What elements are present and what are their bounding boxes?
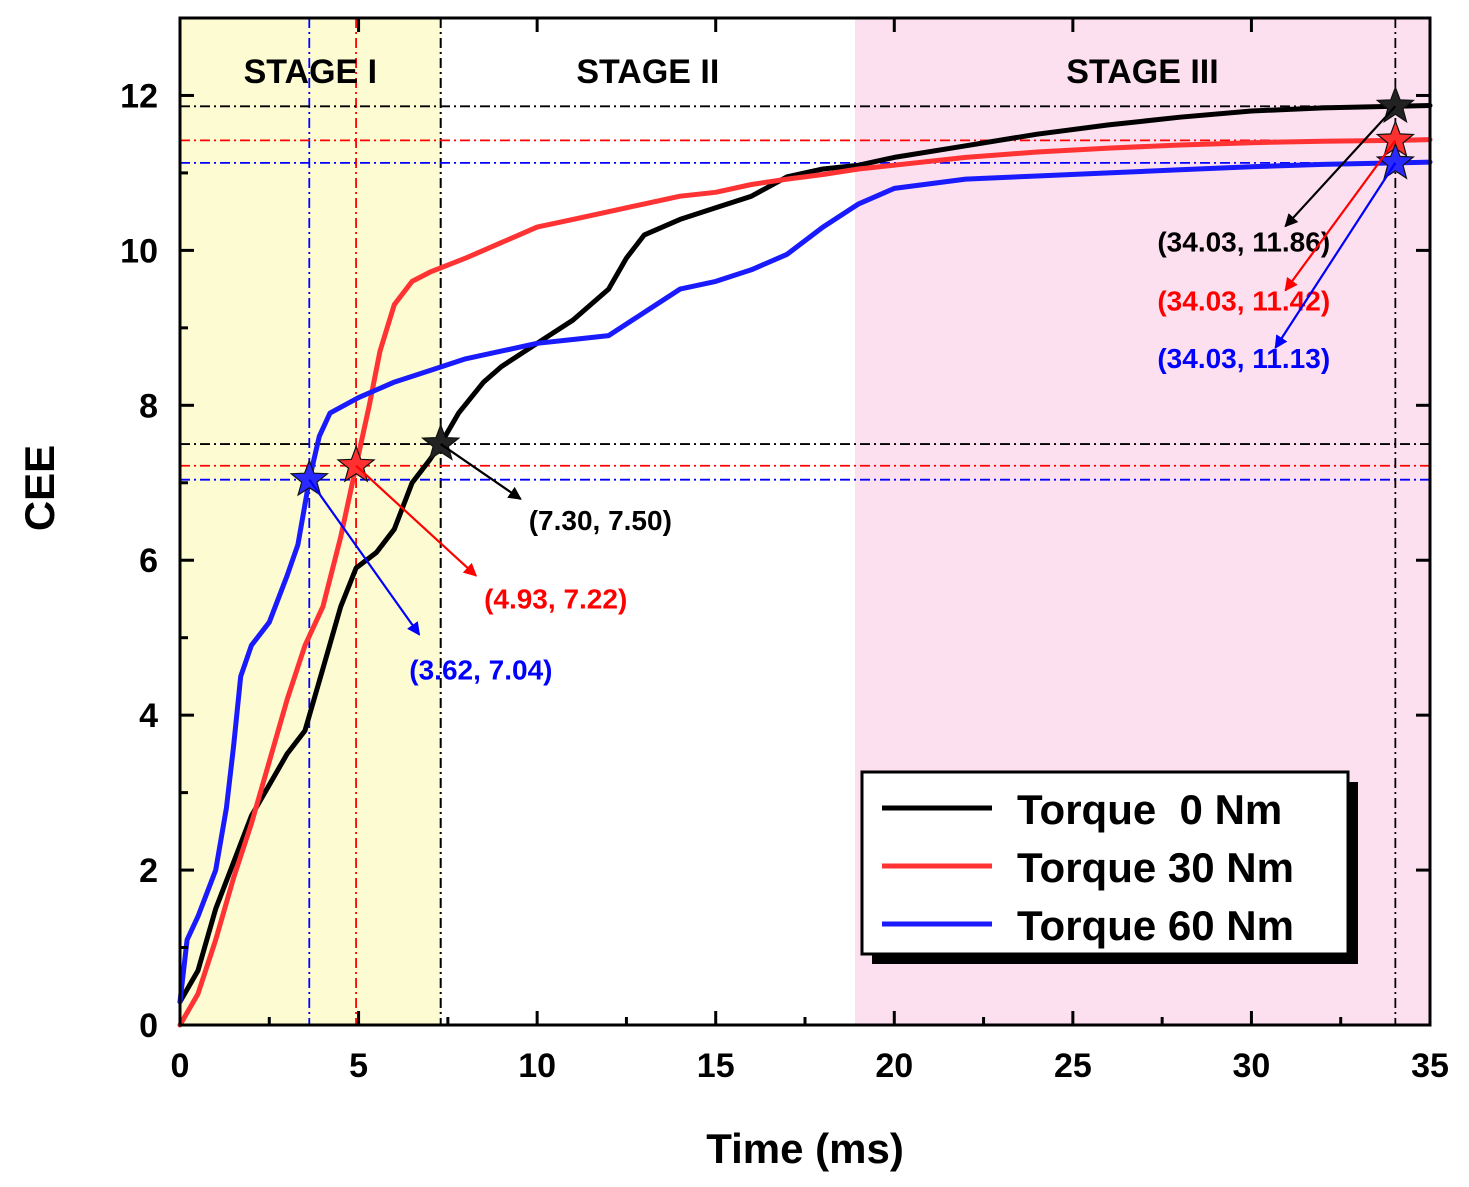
axes: 0 5 10 15 20 25 30 35 0 2 4 6 8 10 12: [120, 16, 1449, 1085]
y-tick-label-4: 8: [139, 387, 158, 425]
y-tick-label-0: 0: [139, 1007, 158, 1045]
stage-band-stage-i: [180, 18, 441, 1025]
annotation-arrow-0: [440, 443, 522, 500]
legend: Torque 0 Nm Torque 30 Nm Torque 60 Nm: [860, 770, 1358, 964]
annotation-label-1: (4.93, 7.22): [484, 584, 627, 615]
y-tick-label-3: 6: [139, 542, 158, 580]
stage-label-stage-iii: STAGE III: [1066, 53, 1218, 91]
stage-label-stage-i: STAGE I: [244, 53, 378, 91]
annotation-arrow-1: [355, 464, 478, 577]
annotation-label-0: (7.30, 7.50): [529, 505, 672, 536]
annotation-arrow-3: [1284, 105, 1397, 228]
star-marker-0: [420, 423, 461, 461]
star-marker-2: [289, 458, 330, 497]
point-markers: [289, 85, 1416, 497]
stage-label-stage-ii: STAGE II: [576, 53, 719, 91]
series-lines: [177, 103, 1433, 1028]
legend-label-0: Torque 0 Nm: [1017, 786, 1282, 833]
annotation-label-2: (3.62, 7.04): [409, 655, 552, 686]
x-tick-label-1: 5: [349, 1047, 368, 1085]
legend-label-1: Torque 30 Nm: [1017, 844, 1294, 891]
x-tick-label-3: 15: [697, 1047, 735, 1085]
y-tick-label-1: 2: [139, 852, 158, 890]
stage-band-stage-ii: [440, 18, 855, 1025]
series-line-torque-60-nm: [177, 159, 1433, 1005]
star-marker-1: [336, 444, 376, 483]
x-tick-label-4: 20: [875, 1047, 913, 1085]
x-tick-label-0: 0: [171, 1047, 190, 1085]
annotation-arrow-4: [1284, 139, 1397, 292]
annotation-label-3: (34.03, 11.86): [1157, 226, 1330, 257]
star-marker-3: [1375, 85, 1416, 124]
annotation-arrow-2: [308, 479, 421, 636]
x-tick-label-2: 10: [518, 1047, 556, 1085]
x-tick-label-6: 30: [1233, 1047, 1271, 1085]
x-tick-label-7: 35: [1411, 1047, 1449, 1085]
reference-lines: [180, 18, 1430, 1025]
legend-label-2: Torque 60 Nm: [1017, 902, 1294, 949]
y-tick-label-5: 10: [120, 232, 158, 270]
y-axis-label: CEE: [16, 445, 63, 531]
annotation-label-4: (34.03, 11.42): [1157, 285, 1330, 316]
x-tick-label-5: 25: [1054, 1047, 1092, 1085]
star-marker-5: [1375, 142, 1416, 180]
annotations: STAGE I STAGE II STAGE III (7.30, 7.50) (4.9…: [244, 53, 1397, 686]
annotation-label-5: (34.03, 11.13): [1157, 343, 1330, 374]
annotation-arrow-5: [1274, 162, 1397, 349]
series-line-torque-30-nm: [177, 137, 1433, 1028]
x-axis-label: Time (ms): [706, 1125, 904, 1172]
y-tick-label-6: 12: [120, 77, 158, 115]
y-tick-label-2: 4: [139, 697, 158, 735]
